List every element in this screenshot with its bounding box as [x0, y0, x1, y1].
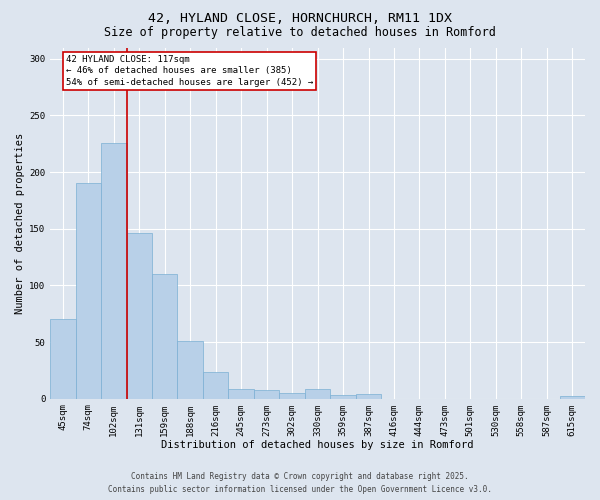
Bar [203, 372, 229, 398]
Bar [356, 394, 381, 398]
Bar [254, 390, 280, 398]
Bar [50, 320, 76, 398]
Bar [305, 388, 331, 398]
Bar [280, 393, 305, 398]
Text: Contains HM Land Registry data © Crown copyright and database right 2025.
Contai: Contains HM Land Registry data © Crown c… [108, 472, 492, 494]
Bar [101, 142, 127, 398]
Bar [178, 341, 203, 398]
Text: 42 HYLAND CLOSE: 117sqm
← 46% of detached houses are smaller (385)
54% of semi-d: 42 HYLAND CLOSE: 117sqm ← 46% of detache… [66, 54, 313, 87]
Bar [127, 234, 152, 398]
Bar [229, 388, 254, 398]
Y-axis label: Number of detached properties: Number of detached properties [15, 132, 25, 314]
Bar [152, 274, 178, 398]
Bar [331, 396, 356, 398]
Bar [76, 184, 101, 398]
Bar [560, 396, 585, 398]
X-axis label: Distribution of detached houses by size in Romford: Distribution of detached houses by size … [161, 440, 474, 450]
Text: Size of property relative to detached houses in Romford: Size of property relative to detached ho… [104, 26, 496, 39]
Text: 42, HYLAND CLOSE, HORNCHURCH, RM11 1DX: 42, HYLAND CLOSE, HORNCHURCH, RM11 1DX [148, 12, 452, 26]
